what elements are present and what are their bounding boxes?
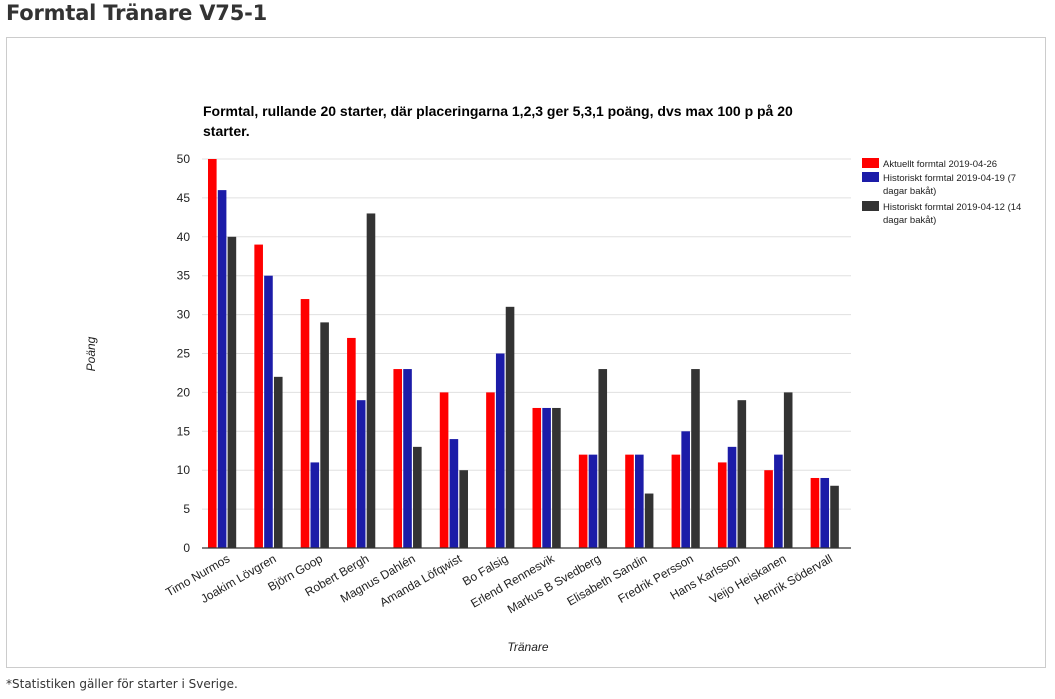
bar-s1: [717, 462, 727, 548]
bar-s1: [625, 454, 634, 548]
legend-label: dagar bakåt): [883, 186, 936, 197]
bar-s2: [588, 454, 598, 548]
bar-s3: [644, 493, 654, 548]
bar-s3: [552, 407, 561, 548]
y-tick-label: 15: [177, 424, 191, 438]
chart-title-line: Formtal, rullande 20 starter, där placer…: [203, 103, 793, 119]
bar-s2: [356, 400, 366, 548]
y-tick-label: 45: [177, 191, 191, 205]
legend-label: Aktuellt formtal 2019-04-26: [883, 159, 997, 170]
footnote: *Statistiken gäller för starter i Sverig…: [6, 677, 238, 691]
bar-s3: [459, 470, 468, 548]
x-tick-label: Amanda Löfqwist: [377, 551, 464, 609]
y-tick-label: 35: [177, 269, 191, 283]
bar-s1: [393, 369, 403, 548]
bar-chart: Formtal, rullande 20 starter, där placer…: [84, 103, 1021, 654]
bar-s2: [681, 431, 690, 548]
bar-s2: [310, 462, 320, 548]
bar-s1: [347, 337, 356, 548]
y-tick-label: 20: [177, 385, 191, 399]
legend-label: dagar bakåt): [883, 215, 936, 226]
bar-s3: [830, 485, 839, 548]
bar-s1: [300, 299, 310, 548]
bar-s3: [320, 322, 329, 548]
y-tick-label: 30: [177, 308, 191, 322]
bar-s3: [598, 369, 608, 548]
page-title: Formtal Tränare V75-1: [6, 1, 268, 25]
legend-label: Historiskt formtal 2019-04-19 (7: [883, 173, 1016, 184]
y-tick-label: 50: [177, 152, 191, 166]
bar-s1: [439, 392, 449, 548]
legend-swatch-3: [862, 201, 879, 211]
bar-s1: [810, 477, 820, 548]
y-tick-label: 5: [183, 502, 190, 516]
bar-s1: [532, 407, 542, 548]
bar-s3: [227, 236, 237, 549]
x-axis-title: Tränare: [507, 640, 548, 654]
bar-s1: [671, 454, 681, 548]
bar-s2: [774, 454, 783, 548]
x-tick-label: Elisabeth Sandin: [564, 551, 649, 608]
bar-s3: [413, 446, 422, 548]
bar-s2: [264, 275, 273, 548]
y-tick-label: 10: [177, 463, 191, 477]
chart-title-line: starter.: [203, 123, 250, 139]
y-tick-label: 25: [177, 347, 191, 361]
bar-s2: [403, 369, 412, 548]
bar-s2: [820, 477, 830, 548]
bar-s3: [366, 213, 376, 548]
bar-s1: [578, 454, 588, 548]
legend-swatch-1: [862, 158, 879, 168]
bar-s2: [635, 454, 644, 548]
legend-label: Historiskt formtal 2019-04-12 (14: [883, 202, 1021, 213]
y-axis-title: Poäng: [84, 336, 98, 371]
legend-swatch-2: [862, 172, 879, 182]
bar-s2: [449, 439, 459, 548]
bar-s2: [727, 446, 737, 548]
bar-s3: [691, 369, 700, 548]
chart-frame: Formtal, rullande 20 starter, där placer…: [6, 37, 1046, 668]
bar-s1: [486, 392, 495, 548]
bar-s1: [254, 244, 263, 548]
bar-s3: [505, 306, 515, 548]
y-tick-label: 40: [177, 230, 191, 244]
bar-s1: [764, 470, 773, 548]
bar-s3: [737, 400, 747, 548]
bar-s3: [783, 392, 793, 548]
bar-s2: [217, 190, 227, 548]
y-tick-label: 0: [183, 541, 190, 555]
bar-s2: [495, 353, 505, 548]
x-tick-label: Henrik Södervall: [752, 551, 835, 607]
bar-s1: [208, 159, 217, 548]
bar-s3: [273, 376, 283, 548]
bar-s2: [542, 407, 551, 548]
